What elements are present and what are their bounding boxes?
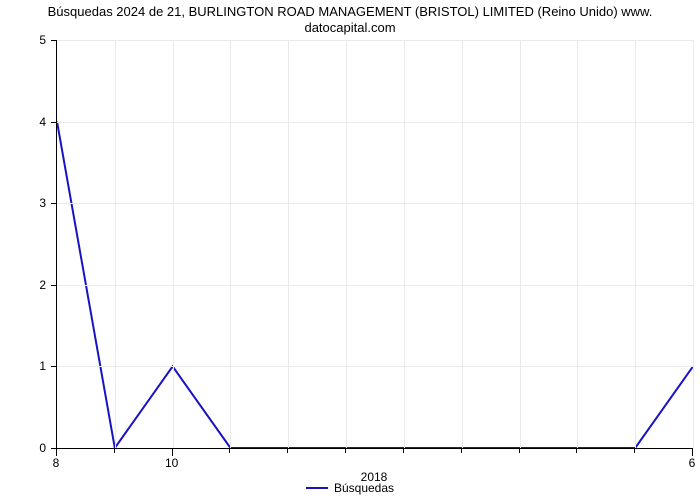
gridline-vertical xyxy=(230,40,231,448)
y-tick-label: 5 xyxy=(0,33,46,47)
gridline-horizontal xyxy=(57,203,693,204)
gridline-vertical xyxy=(693,40,694,448)
gridline-vertical xyxy=(635,40,636,448)
x-tick-minor xyxy=(403,448,404,453)
x-tick-label: 6 xyxy=(689,456,696,470)
y-tick-label: 3 xyxy=(0,196,46,210)
x-tick-major xyxy=(172,448,173,456)
gridline-horizontal xyxy=(57,40,693,41)
chart-title-line2: datocapital.com xyxy=(304,20,395,35)
y-tick-label: 0 xyxy=(0,441,46,455)
chart-container: Búsquedas 2024 de 21, BURLINGTON ROAD MA… xyxy=(0,0,700,500)
x-group-label: 2018 xyxy=(361,470,388,484)
gridline-vertical xyxy=(404,40,405,448)
x-tick-minor xyxy=(287,448,288,453)
x-tick-minor xyxy=(345,448,346,453)
chart-title: Búsquedas 2024 de 21, BURLINGTON ROAD MA… xyxy=(0,4,700,37)
y-tick-label: 2 xyxy=(0,278,46,292)
x-tick-major xyxy=(692,448,693,456)
y-tick xyxy=(51,366,56,367)
y-tick-label: 4 xyxy=(0,115,46,129)
plot-area xyxy=(56,40,693,449)
legend-swatch xyxy=(306,487,328,489)
x-tick-minor xyxy=(519,448,520,453)
gridline-horizontal xyxy=(57,285,693,286)
gridline-vertical xyxy=(288,40,289,448)
y-tick xyxy=(51,203,56,204)
x-tick-label: 10 xyxy=(165,456,178,470)
gridline-vertical xyxy=(520,40,521,448)
gridline-horizontal xyxy=(57,122,693,123)
gridline-vertical xyxy=(173,40,174,448)
y-tick-label: 1 xyxy=(0,359,46,373)
y-tick xyxy=(51,122,56,123)
gridline-vertical xyxy=(462,40,463,448)
x-tick-minor xyxy=(634,448,635,453)
gridline-horizontal xyxy=(57,366,693,367)
gridline-vertical xyxy=(346,40,347,448)
x-tick-label: 8 xyxy=(53,456,60,470)
y-tick xyxy=(51,285,56,286)
gridline-vertical xyxy=(115,40,116,448)
x-tick-major xyxy=(56,448,57,456)
x-tick-minor xyxy=(576,448,577,453)
y-tick xyxy=(51,40,56,41)
gridline-vertical xyxy=(577,40,578,448)
x-tick-minor xyxy=(461,448,462,453)
x-tick-minor xyxy=(114,448,115,453)
line-series xyxy=(57,40,693,448)
x-tick-minor xyxy=(229,448,230,453)
chart-title-line1: Búsquedas 2024 de 21, BURLINGTON ROAD MA… xyxy=(48,4,653,19)
